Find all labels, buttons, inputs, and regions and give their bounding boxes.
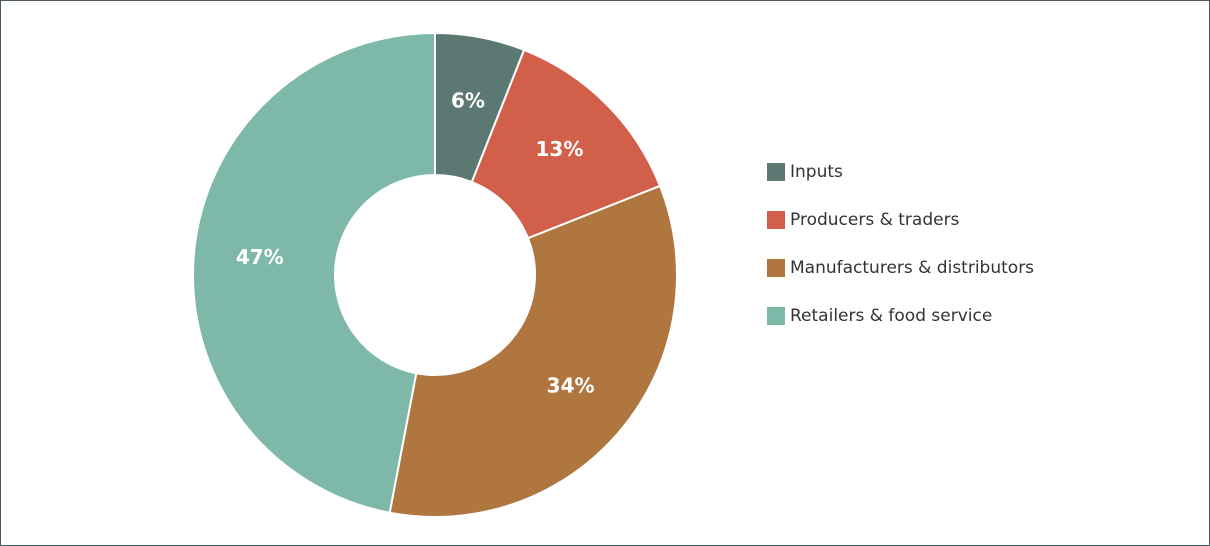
slice-label: 13% [536, 137, 584, 161]
legend-label: Retailers & food service [790, 306, 992, 326]
slice-label: 34% [547, 374, 595, 398]
slice [192, 31, 436, 514]
legend-swatch [767, 307, 785, 325]
slice-label: 47% [236, 245, 284, 269]
legend-swatch [767, 163, 785, 181]
slice [470, 48, 662, 240]
legend-label: Inputs [790, 162, 843, 182]
legend-label: Manufacturers & distributors [790, 258, 1034, 278]
slice-label: 6% [451, 89, 485, 113]
legend-swatch [767, 259, 785, 277]
slice [388, 184, 678, 518]
legend-label: Producers & traders [790, 210, 960, 230]
legend-swatch [767, 211, 785, 229]
